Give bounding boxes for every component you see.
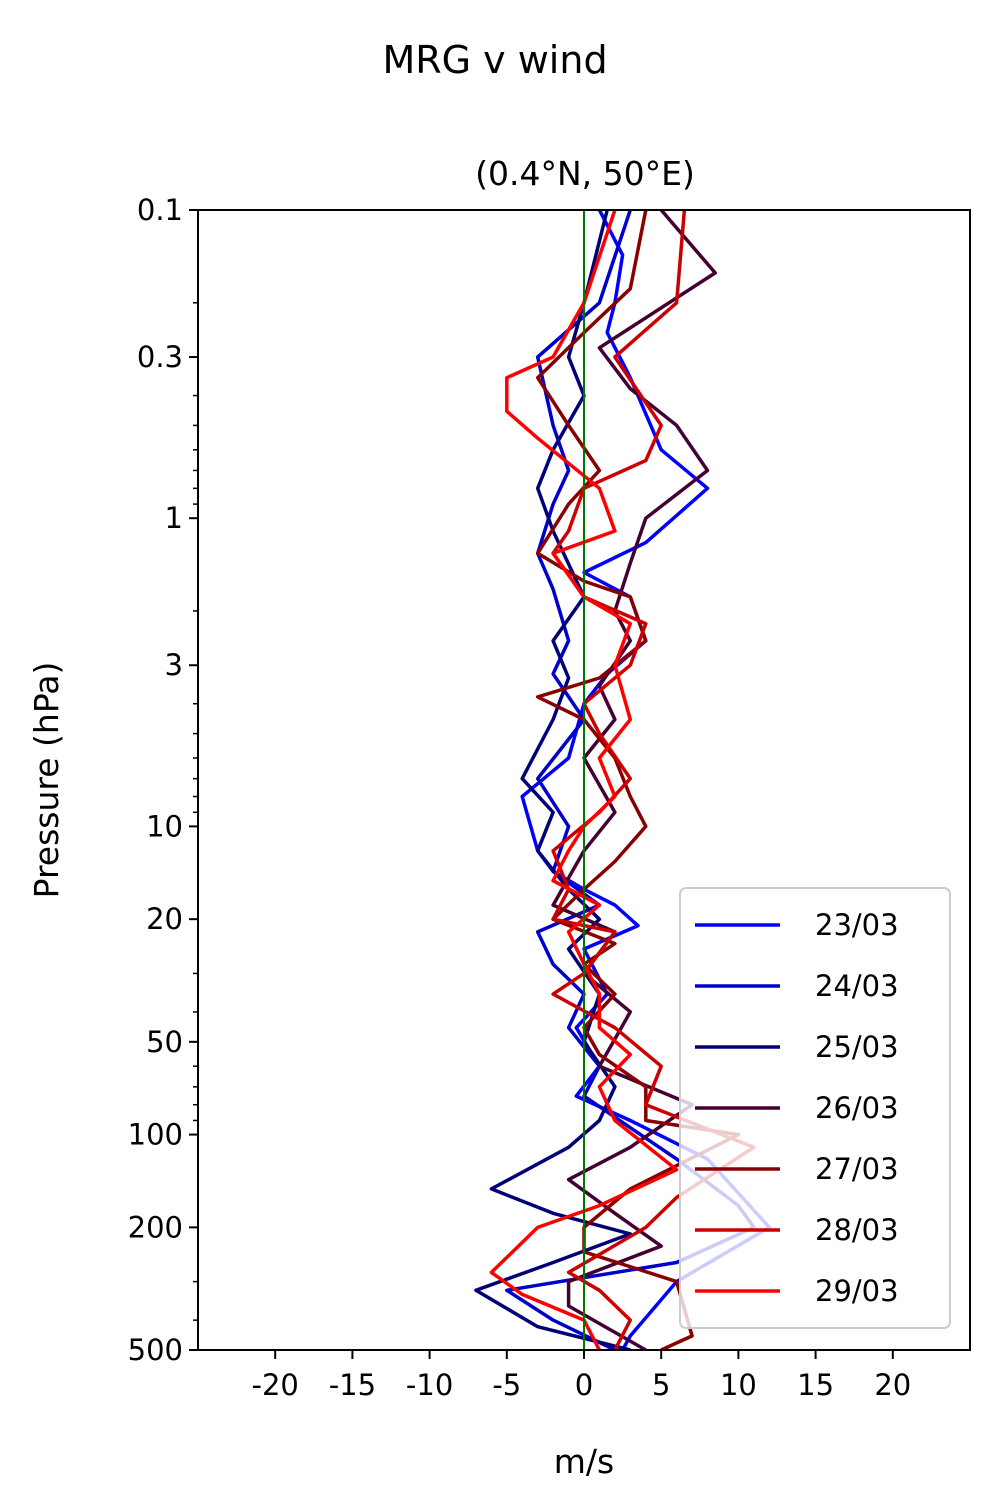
series-line-26-03 (551, 210, 717, 1350)
y-tick-label: 3 (165, 648, 183, 682)
x-tick-label: 0 (575, 1368, 593, 1402)
x-axis-label: m/s (554, 1442, 614, 1481)
x-tick-label: 20 (874, 1368, 911, 1402)
chart-title: MRG v wind (382, 38, 607, 82)
x-tick-label: -15 (329, 1368, 376, 1402)
x-tick-label: -10 (406, 1368, 453, 1402)
y-tick-label: 0.1 (137, 193, 183, 227)
legend: 23/03 24/03 25/03 26/03 27/03 28/03 29/03 (679, 887, 951, 1329)
x-axis: -20 -15 -10 -5 0 5 10 15 20 (252, 1350, 911, 1402)
y-tick-label: 10 (146, 809, 183, 843)
x-tick-label: -20 (252, 1368, 299, 1402)
x-tick-label: 5 (652, 1368, 670, 1402)
y-tick-label: 200 (128, 1210, 183, 1244)
legend-label: 29/03 (815, 1274, 899, 1308)
y-axis-label: Pressure (hPa) (27, 662, 66, 899)
legend-label: 26/03 (815, 1091, 899, 1125)
y-tick-label: 50 (146, 1025, 183, 1059)
y-tick-label: 20 (146, 902, 183, 936)
legend-label: 24/03 (815, 969, 899, 1003)
y-tick-label: 1 (165, 501, 183, 535)
legend-label: 28/03 (815, 1213, 899, 1247)
y-tick-label: 500 (128, 1333, 183, 1367)
x-tick-label: -5 (492, 1368, 521, 1402)
legend-label: 23/03 (815, 908, 899, 942)
series-line-29-03 (489, 210, 679, 1350)
legend-label: 25/03 (815, 1030, 899, 1064)
x-tick-label: 15 (797, 1368, 834, 1402)
y-tick-label: 100 (128, 1118, 183, 1152)
axes-subtitle: (0.4°N, 50°E) (475, 154, 695, 193)
x-tick-label: 10 (720, 1368, 757, 1402)
y-axis: 0.1 0.3 1 3 10 20 50 100 200 500 (128, 193, 198, 1367)
legend-box (679, 887, 951, 1329)
legend-label: 27/03 (815, 1152, 899, 1186)
y-tick-label: 0.3 (137, 340, 183, 374)
